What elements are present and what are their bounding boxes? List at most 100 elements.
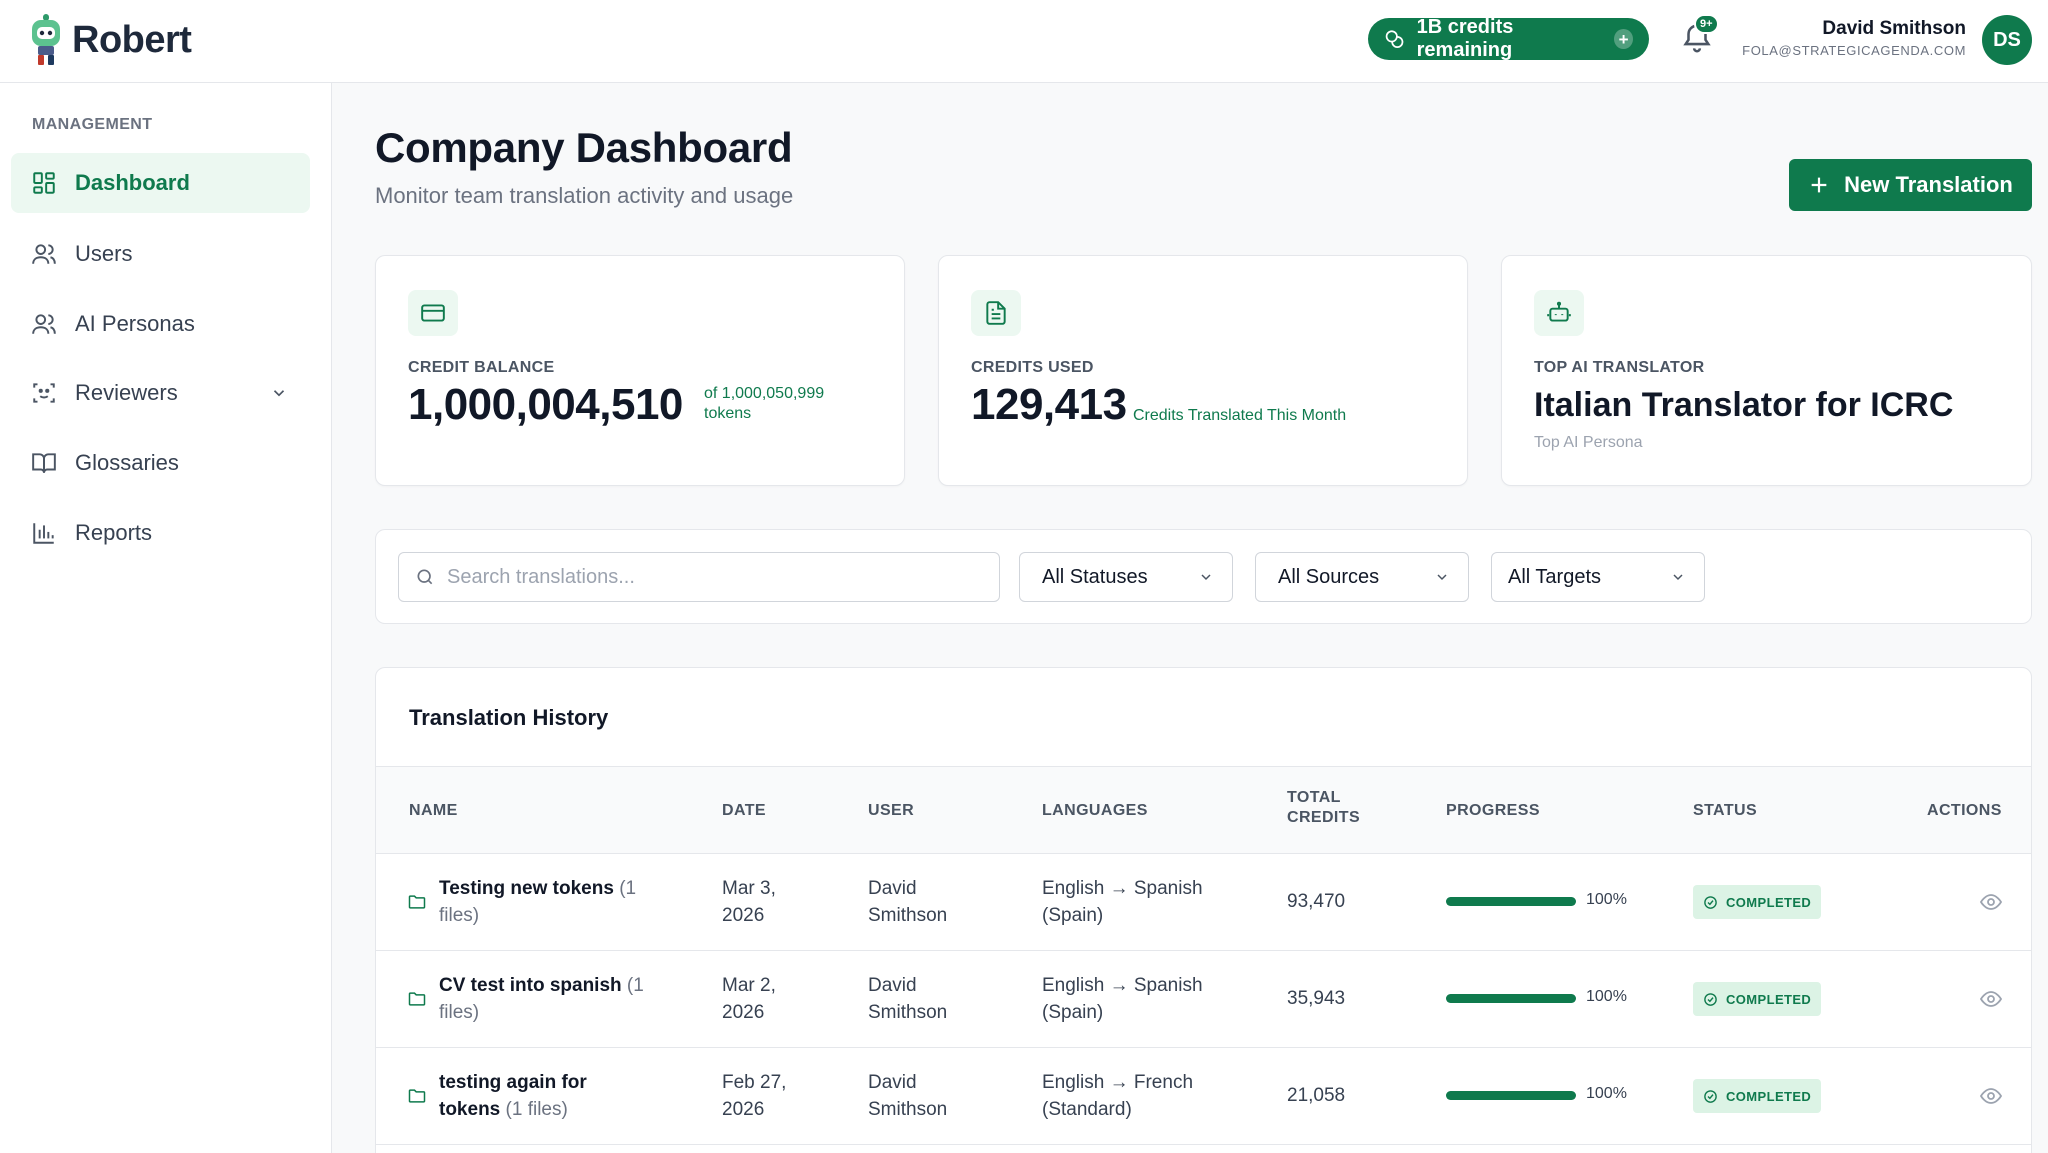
row-date-line2: 2026 (722, 1099, 765, 1120)
row-date-line1: Feb 27, (722, 1072, 787, 1093)
row-user-line2: Smithson (868, 1002, 948, 1023)
table-row[interactable]: CV test into spanish (1 files) Mar 2, 202… (376, 951, 2031, 1048)
row-user-line2: Smithson (868, 1099, 948, 1120)
row-languages: English → Spanish (Spain) (1042, 972, 1203, 1026)
progress-bar (1446, 994, 1576, 1003)
robot-logo-icon (32, 14, 60, 65)
chevron-down-icon (1201, 574, 1211, 581)
row-name-text: testing again for (439, 1072, 587, 1093)
row-date-line2: 2026 (722, 905, 765, 926)
column-header-progress: PROGRESS (1446, 802, 1540, 819)
search-input[interactable] (447, 565, 967, 589)
eye-icon[interactable] (1979, 1084, 2003, 1108)
target-select[interactable]: All Targets (1491, 552, 1705, 602)
book-icon (32, 453, 56, 473)
top-bar: Robert 1B credits remaining + 9+ David S… (0, 0, 2048, 83)
status-badge: COMPLETED (1693, 1079, 1821, 1113)
sidebar-item-reports[interactable]: Reports (11, 503, 310, 563)
table-row[interactable]: Testing new tokens (1 files) Mar 3, 2026 … (376, 854, 2031, 951)
personas-icon (32, 314, 56, 334)
new-translation-button[interactable]: New Translation (1789, 159, 2032, 211)
document-icon (986, 301, 1006, 325)
filter-bar: All Statuses All Sources All Targets (375, 529, 2032, 624)
table-header: NAME DATE USER LANGUAGES TOTAL CREDITS P… (376, 766, 2031, 854)
progress-fill (1446, 1091, 1576, 1100)
card-icon-wrapper (408, 290, 458, 336)
credit-balance-value: 1,000,004,510 (408, 380, 683, 429)
sidebar-item-label: Glossaries (75, 450, 179, 475)
credits-remaining-label: 1B credits remaining (1416, 16, 1514, 61)
row-languages-line2: (Spain) (1042, 905, 1104, 926)
row-languages: English → French (Standard) (1042, 1069, 1193, 1123)
column-header-languages: LANGUAGES (1042, 802, 1148, 819)
add-credits-icon[interactable]: + (1614, 29, 1633, 49)
credits-remaining-button[interactable]: 1B credits remaining + (1368, 16, 1649, 61)
progress-fill (1446, 897, 1576, 906)
row-name-text-cont: tokens (439, 1099, 501, 1120)
row-file-count: (1 (626, 975, 644, 996)
chevron-down-icon[interactable] (270, 384, 288, 402)
progress-percent: 100% (1586, 1085, 1627, 1102)
page-subtitle: Monitor team translation activity and us… (375, 183, 794, 208)
search-box[interactable] (398, 552, 1000, 602)
row-user: David Smithson (868, 972, 947, 1026)
row-date: Mar 2, 2026 (722, 972, 776, 1026)
sidebar: MANAGEMENT Dashboard Users AI Personas R… (0, 83, 332, 1153)
sidebar-item-label: Reviewers (75, 380, 178, 405)
column-header-user: USER (868, 802, 915, 819)
credit-balance-total: of 1,000,050,999 tokens (704, 384, 824, 424)
sidebar-item-dashboard[interactable]: Dashboard (11, 153, 310, 213)
progress-bar (1446, 897, 1576, 906)
plus-icon (1811, 177, 1827, 193)
sidebar-item-users[interactable]: Users (11, 224, 310, 284)
progress-fill (1446, 994, 1576, 1003)
progress-bar (1446, 1091, 1576, 1100)
row-name[interactable]: CV test into spanish (1 files) (407, 972, 644, 1026)
row-languages-line1: English → French (1042, 1072, 1194, 1093)
sidebar-item-glossaries[interactable]: Glossaries (11, 433, 310, 493)
credit-balance-note-line2: tokens (704, 405, 752, 422)
chevron-down-icon (1673, 574, 1683, 581)
sidebar-item-reviewers[interactable]: Reviewers (11, 363, 310, 423)
table-row[interactable]: testing again for tokens (1 files) Feb 2… (376, 1048, 2031, 1145)
robot-icon (1547, 301, 1571, 322)
eye-icon[interactable] (1979, 890, 2003, 914)
row-credits: 21,058 (1287, 1085, 1346, 1106)
status-badge-label: COMPLETED (1726, 991, 1812, 1007)
user-email: FOLA@STRATEGICAGENDA.COM (1742, 43, 1966, 58)
column-header-total-credits-line1: TOTAL (1287, 789, 1341, 806)
row-user-line1: David (868, 975, 917, 996)
row-date-line1: Mar 2, (722, 975, 776, 996)
reviewers-icon (33, 383, 55, 403)
sidebar-item-label: AI Personas (75, 311, 195, 336)
credit-balance-note-line1: of 1,000,050,999 (704, 385, 825, 402)
row-user-line1: David (868, 878, 917, 899)
translation-history-table: Translation History NAME DATE USER LANGU… (375, 667, 2032, 1153)
credits-used-note: Credits Translated This Month (1133, 407, 1347, 424)
target-select-value: All Targets (1508, 565, 1602, 588)
folder-icon (408, 1089, 426, 1103)
status-badge-label: COMPLETED (1726, 1088, 1812, 1104)
user-info[interactable]: David Smithson FOLA@STRATEGICAGENDA.COM (1742, 18, 1966, 58)
row-name-text: Testing new tokens (439, 878, 614, 899)
source-select[interactable]: All Sources (1255, 552, 1469, 602)
row-languages-line2: (Spain) (1042, 1002, 1104, 1023)
logo[interactable]: Robert (30, 14, 192, 66)
row-name[interactable]: Testing new tokens (1 files) (407, 875, 636, 929)
status-select[interactable]: All Statuses (1019, 552, 1233, 602)
avatar[interactable]: DS (1982, 15, 2032, 65)
app-name: Robert (72, 18, 192, 61)
eye-icon[interactable] (1979, 987, 2003, 1011)
sidebar-item-ai-personas[interactable]: AI Personas (11, 294, 310, 354)
status-badge: COMPLETED (1693, 982, 1821, 1016)
row-credits: 93,470 (1287, 891, 1346, 912)
top-translator-label: TOP AI TRANSLATOR (1534, 359, 1705, 376)
notification-badge: 9+ (1694, 14, 1719, 34)
column-header-status: STATUS (1693, 802, 1758, 819)
table-title: Translation History (409, 705, 609, 730)
row-name[interactable]: testing again for tokens (1 files) (407, 1069, 587, 1123)
row-languages-line1: English → Spanish (1042, 878, 1203, 899)
row-date: Mar 3, 2026 (722, 875, 776, 929)
source-select-value: All Sources (1278, 565, 1380, 588)
row-user: David Smithson (868, 875, 947, 929)
